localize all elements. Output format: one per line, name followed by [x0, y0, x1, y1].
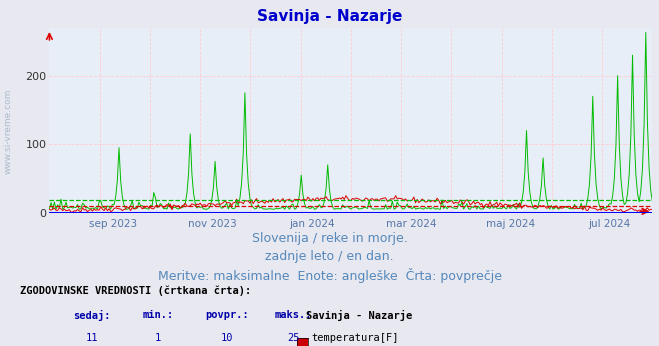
- Text: povpr.:: povpr.:: [206, 310, 249, 320]
- Text: jan 2024: jan 2024: [289, 219, 335, 229]
- Text: www.si-vreme.com: www.si-vreme.com: [3, 89, 13, 174]
- Text: Savinja - Nazarje: Savinja - Nazarje: [257, 9, 402, 24]
- Text: maj 2024: maj 2024: [486, 219, 535, 229]
- Text: maks.:: maks.:: [275, 310, 312, 320]
- Text: sedaj:: sedaj:: [74, 310, 111, 321]
- Text: mar 2024: mar 2024: [386, 219, 436, 229]
- Text: 1: 1: [155, 333, 161, 343]
- Text: nov 2023: nov 2023: [188, 219, 237, 229]
- Text: zadnje leto / en dan.: zadnje leto / en dan.: [265, 250, 394, 263]
- Text: 25: 25: [287, 333, 299, 343]
- Text: Slovenija / reke in morje.: Slovenija / reke in morje.: [252, 232, 407, 245]
- Text: 11: 11: [86, 333, 98, 343]
- Text: ZGODOVINSKE VREDNOSTI (črtkana črta):: ZGODOVINSKE VREDNOSTI (črtkana črta):: [20, 285, 251, 296]
- Text: min.:: min.:: [142, 310, 174, 320]
- Text: temperatura[F]: temperatura[F]: [312, 333, 399, 343]
- Text: Savinja - Nazarje: Savinja - Nazarje: [306, 310, 413, 321]
- Text: Meritve: maksimalne  Enote: angleške  Črta: povprečje: Meritve: maksimalne Enote: angleške Črta…: [158, 268, 501, 283]
- Text: sep 2023: sep 2023: [89, 219, 137, 229]
- Text: 10: 10: [221, 333, 233, 343]
- Text: jul 2024: jul 2024: [588, 219, 630, 229]
